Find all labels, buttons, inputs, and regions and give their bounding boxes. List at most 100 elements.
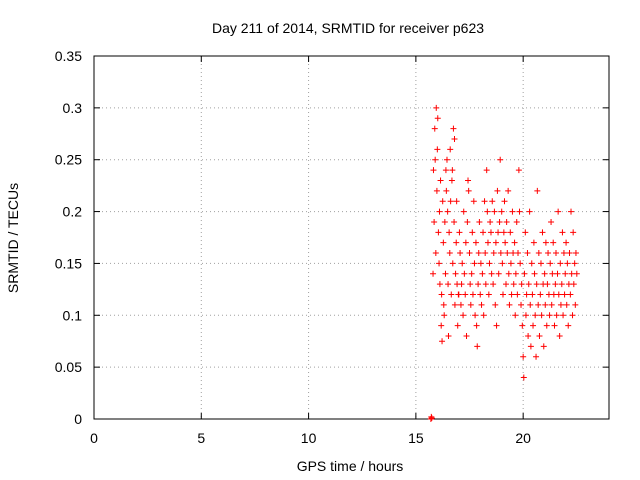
data-point [554,270,561,277]
data-point [451,301,458,308]
data-point [553,312,560,319]
data-point [551,322,558,329]
data-point [510,281,517,288]
data-point [428,414,435,421]
data-point [562,270,569,277]
data-point [469,291,476,298]
data-point [532,312,539,319]
data-point [537,260,544,267]
data-point [450,125,457,132]
data-point [568,270,575,277]
data-point [482,281,489,288]
data-point [465,177,472,184]
data-point [550,239,557,246]
data-point [500,229,507,236]
data-point [452,270,459,277]
data-point [528,260,535,267]
data-point [461,270,468,277]
data-point [548,218,555,225]
data-point [557,301,564,308]
data-point [467,301,474,308]
data-point [460,312,467,319]
data-point [570,281,577,288]
data-point [446,250,453,257]
data-point [526,208,533,215]
data-point [561,291,568,298]
data-point [492,301,499,308]
data-point [538,312,545,319]
data-point [498,208,505,215]
data-point [515,167,522,174]
data-point [513,218,520,225]
data-point [445,333,452,340]
data-point [436,260,443,267]
data-point [449,260,456,267]
data-point [433,104,440,111]
data-point [506,301,513,308]
data-point [451,218,458,225]
data-point [566,250,573,257]
y-tick-label: 0.1 [63,307,83,323]
data-point [444,208,451,215]
data-point [447,198,454,205]
data-point [535,301,542,308]
y-tick-label: 0.15 [55,255,82,271]
data-point [524,250,531,257]
data-point [478,301,485,308]
grid [94,56,609,419]
data-point [489,198,496,205]
data-point [462,239,469,246]
data-point [490,281,497,288]
y-tick-label: 0.35 [55,48,82,64]
data-point [516,208,523,215]
data-point [493,322,500,329]
x-tick-label: 20 [515,430,531,446]
data-point [520,353,527,360]
data-point [522,229,529,236]
data-point [529,291,536,298]
data-point [505,187,512,194]
data-point [480,229,487,236]
data-point [457,250,464,257]
data-point [473,322,480,329]
data-point [521,270,528,277]
data-point [440,239,447,246]
data-point [446,229,453,236]
data-point [447,146,454,153]
data-point [540,343,547,350]
data-point [546,312,553,319]
data-point [504,250,511,257]
data-point [509,208,516,215]
data-point [441,312,448,319]
data-point [463,333,470,340]
data-point [555,291,562,298]
data-point [548,301,555,308]
data-point [552,250,559,257]
data-point [462,291,469,298]
data-point [467,281,474,288]
data-point [436,208,443,215]
data-point [476,218,483,225]
y-tick-label: 0.2 [63,204,83,220]
data-point [438,322,445,329]
x-tick-label: 15 [408,430,424,446]
data-point [497,250,504,257]
data-point [479,270,486,277]
data-point [563,301,570,308]
data-point [495,229,502,236]
data-point [533,353,540,360]
data-point [441,218,448,225]
plot-frame [93,55,610,420]
data-point [505,270,512,277]
data-point [475,281,482,288]
data-point [471,260,478,267]
data-point [490,250,497,257]
data-point [499,260,506,267]
data-point [484,208,491,215]
data-point [484,239,491,246]
data-point [474,343,481,350]
data-point [539,229,546,236]
data-point [494,187,501,194]
data-point [439,198,446,205]
y-tick-label: 0 [74,411,82,427]
